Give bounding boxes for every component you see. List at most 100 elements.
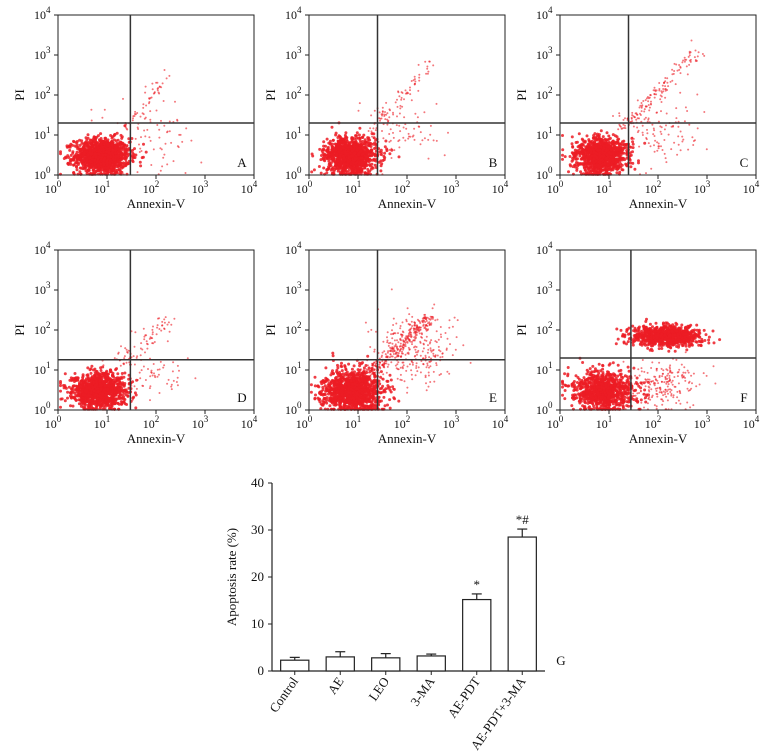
event-dot [371, 135, 374, 138]
event-dot [110, 139, 114, 143]
event-dot [419, 143, 422, 146]
event-dot [447, 131, 449, 134]
panel-letter: B [489, 155, 498, 170]
event-dot [393, 149, 396, 152]
event-dot [319, 158, 323, 162]
event-dot [635, 118, 638, 121]
event-dot [366, 168, 370, 171]
event-dot [589, 148, 593, 152]
event-dot [660, 110, 662, 113]
event-dot [344, 169, 348, 173]
event-dot [165, 77, 168, 80]
event-dot [691, 136, 694, 139]
event-dot [111, 162, 114, 164]
event-dot [611, 168, 615, 172]
event-dot [100, 155, 104, 159]
event-dot [427, 138, 430, 141]
event-dot [656, 111, 658, 114]
event-dot [694, 59, 697, 61]
event-dot [89, 371, 93, 375]
event-dot [166, 130, 169, 133]
event-dot [681, 135, 684, 138]
event-dot [373, 147, 376, 150]
y-tick-label: 101 [34, 125, 51, 142]
event-dot [677, 125, 680, 128]
event-dot [641, 124, 644, 127]
event-dot [407, 137, 410, 140]
event-dot [357, 151, 361, 155]
event-dot [367, 154, 371, 157]
event-dot [155, 81, 158, 84]
event-dot [673, 141, 676, 144]
event-dot [654, 139, 657, 142]
event-dot [666, 77, 669, 80]
event-dot [116, 401, 119, 405]
event-dot [88, 156, 92, 160]
event-dot [674, 83, 677, 86]
x-tick-label: 104 [743, 179, 760, 196]
event-dot [567, 170, 570, 174]
event-dot [59, 405, 62, 409]
event-dot [163, 153, 166, 156]
event-dot [679, 149, 682, 152]
event-dot [159, 169, 162, 172]
event-dot [139, 147, 142, 150]
event-dot [355, 148, 359, 151]
event-dot [68, 145, 72, 149]
event-dot [580, 157, 584, 161]
event-dot [380, 113, 383, 116]
event-dot [584, 165, 588, 169]
event-dot [411, 135, 414, 138]
event-dot [131, 380, 135, 384]
event-dot [621, 143, 624, 147]
event-dot [84, 136, 88, 140]
event-dot [705, 148, 708, 151]
event-dot [676, 153, 679, 156]
event-dot [92, 135, 96, 139]
event-dot [653, 150, 656, 153]
event-dot [640, 102, 643, 104]
event-dot [142, 142, 145, 146]
event-dot [685, 58, 688, 61]
event-dot [336, 136, 340, 139]
event-dot [90, 364, 94, 368]
x-axis-label: Annexin-V [378, 196, 437, 211]
event-dot [603, 162, 606, 166]
event-dot [652, 133, 655, 136]
event-dot [88, 159, 92, 163]
event-dot [679, 72, 682, 75]
event-dot [134, 153, 138, 157]
event-dot [687, 55, 690, 58]
event-dot [93, 158, 97, 162]
y-tick-label: 103 [285, 45, 302, 62]
y-tick-label: 101 [285, 125, 302, 142]
event-dot [642, 100, 645, 102]
event-dot [126, 144, 129, 147]
event-dot [148, 136, 151, 139]
event-dot [645, 105, 647, 108]
event-dot [66, 390, 70, 394]
event-dot [677, 135, 680, 138]
event-dot [402, 126, 405, 129]
event-dot [163, 69, 166, 71]
panel-letter: C [740, 155, 749, 170]
event-dot [389, 128, 392, 131]
event-dot [682, 138, 685, 141]
event-dot [360, 162, 364, 166]
event-dot [645, 172, 647, 175]
event-dot [561, 134, 564, 137]
event-dot [372, 127, 375, 130]
event-dot [108, 161, 112, 165]
event-dot [583, 168, 587, 172]
event-dot [360, 143, 364, 147]
event-dot [618, 142, 622, 146]
x-tick-label: 103 [192, 179, 209, 196]
event-dot [388, 108, 391, 111]
event-dot [340, 159, 344, 163]
event-dot [360, 153, 364, 157]
event-dot [694, 49, 697, 52]
event-dot [370, 148, 374, 152]
event-dot [310, 152, 314, 156]
event-dot [134, 137, 137, 140]
event-dot [675, 117, 678, 120]
